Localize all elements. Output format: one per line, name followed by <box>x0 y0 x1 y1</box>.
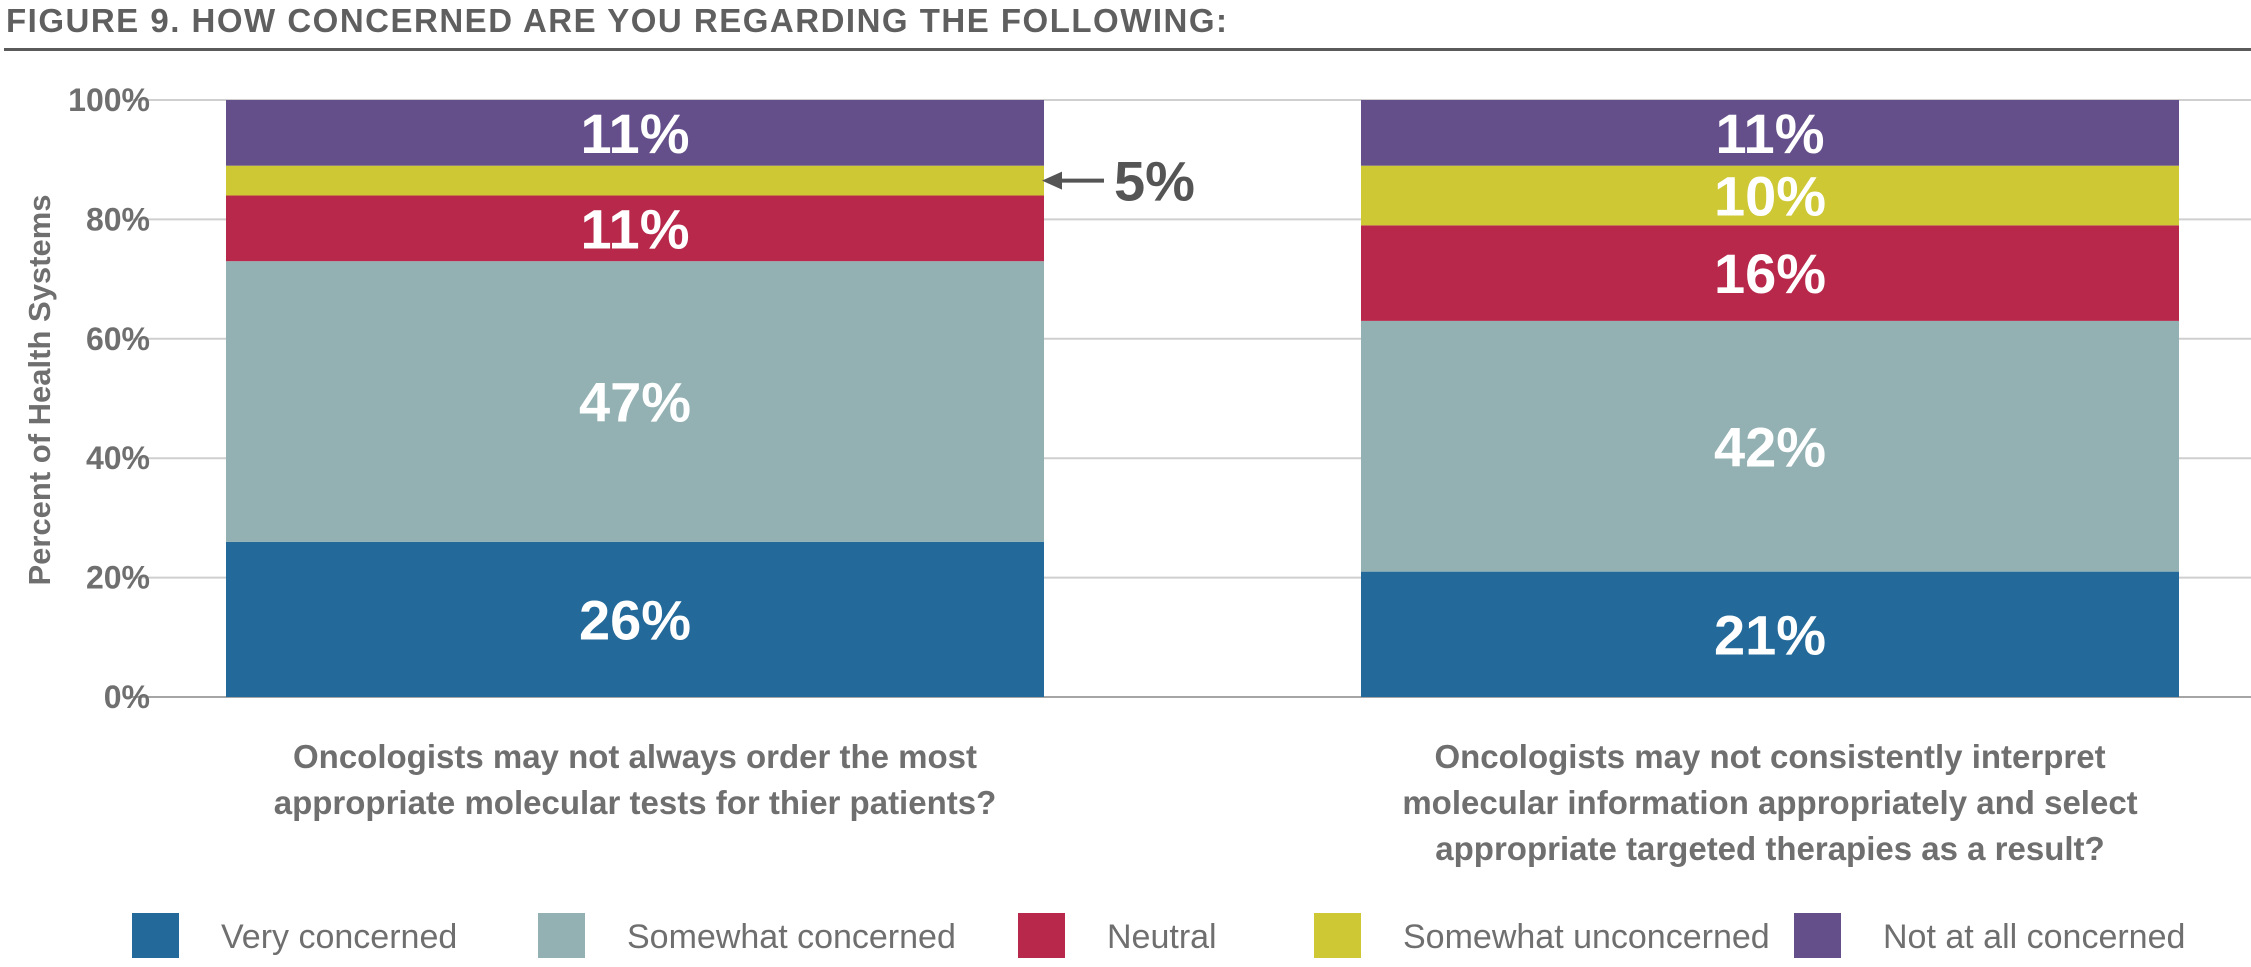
bar-segment <box>1361 225 2179 321</box>
y-tick-label: 20% <box>86 560 150 596</box>
category-label-line: appropriate targeted therapies as a resu… <box>1435 830 2104 867</box>
legend-item: Neutral <box>1018 913 1217 958</box>
legend: Very concerned Somewhat concerned Neutral S… <box>132 913 2185 958</box>
segment-value-label: 11% <box>581 197 690 260</box>
y-axis-label: Percent of Health Systems <box>22 194 57 585</box>
legend-item: Somewhat unconcerned <box>1314 913 1770 958</box>
bar-segment <box>226 261 1044 542</box>
segment-value-label: 21% <box>1714 603 1826 666</box>
legend-item: Very concerned <box>132 913 457 958</box>
legend-item: Somewhat concerned <box>538 913 956 958</box>
callout-arrow-head <box>1042 171 1062 190</box>
bar-segment <box>1361 165 2179 226</box>
bar-segment <box>1361 100 2179 166</box>
category-labels: Oncologists may not always order the mos… <box>274 738 2138 867</box>
y-tick-label: 60% <box>86 321 150 357</box>
legend-label: Not at all concerned <box>1883 918 2185 956</box>
segment-value-label: 42% <box>1714 415 1826 478</box>
category-label-line: Oncologists may not consistently interpr… <box>1434 738 2105 775</box>
segment-value-label: 16% <box>1714 242 1826 305</box>
y-tick-label: 40% <box>86 440 150 476</box>
figure-title: FIGURE 9. HOW CONCERNED ARE YOU REGARDIN… <box>6 2 1229 39</box>
legend-swatch <box>538 913 585 958</box>
y-tick-label: 0% <box>104 679 150 715</box>
segment-value-label: 10% <box>1714 165 1826 228</box>
bar-segment <box>1361 320 2179 572</box>
legend-item: Not at all concerned <box>1794 913 2185 958</box>
segment-value-label: 11% <box>1716 102 1825 165</box>
y-tick-label: 80% <box>86 201 150 237</box>
bar-segment <box>226 541 1044 697</box>
bar-segment <box>226 195 1044 262</box>
legend-label: Somewhat unconcerned <box>1403 918 1770 956</box>
bar-segment <box>1361 571 2179 697</box>
y-axis-ticks: 0% 20% 40% 60% 80% 100% <box>68 82 150 715</box>
legend-swatch <box>1314 913 1361 958</box>
category-label-line: Oncologists may not always order the mos… <box>293 738 977 775</box>
legend-label: Somewhat concerned <box>627 918 956 956</box>
y-tick-label: 100% <box>68 82 150 118</box>
category-label-line: appropriate molecular tests for thier pa… <box>274 784 997 821</box>
callouts: 5% <box>1042 150 1195 213</box>
legend-swatch <box>132 913 179 958</box>
legend-swatch <box>1794 913 1841 958</box>
segment-value-label: 26% <box>579 588 691 651</box>
bar-segment <box>226 100 1044 166</box>
bar-segment <box>226 165 1044 196</box>
segment-value-label: 11% <box>581 102 690 165</box>
title-divider <box>4 48 2251 51</box>
segment-labels: 26%47%11%11%21%42%16%10%11% <box>579 102 1826 666</box>
bars <box>226 100 2179 697</box>
legend-label: Very concerned <box>221 918 457 956</box>
legend-label: Neutral <box>1107 918 1217 956</box>
legend-swatch <box>1018 913 1065 958</box>
segment-value-label: 47% <box>579 370 691 433</box>
category-label-line: molecular information appropriately and … <box>1402 784 2137 821</box>
callout-value-label: 5% <box>1114 150 1195 213</box>
